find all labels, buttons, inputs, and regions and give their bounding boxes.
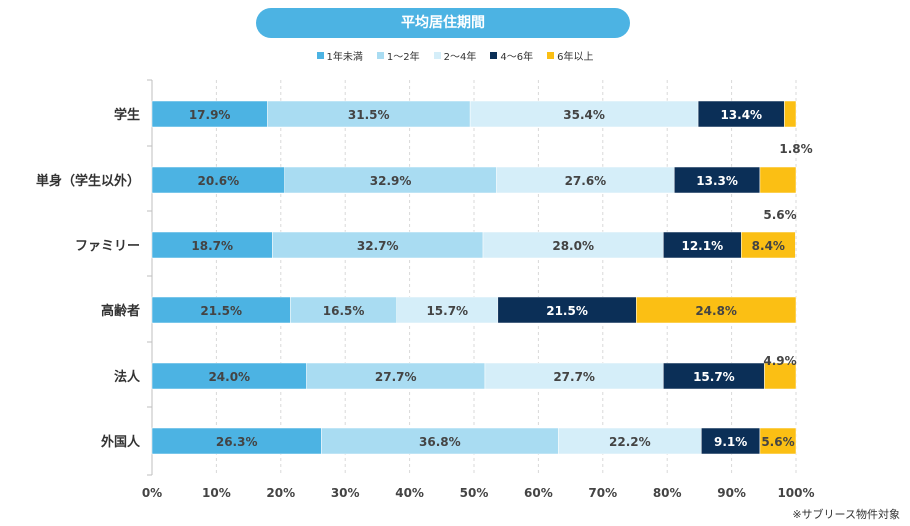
category-label: 学生 (114, 107, 140, 123)
value-label: 32.9% (370, 174, 412, 188)
category-label: 外国人 (100, 434, 141, 450)
value-label: 12.1% (681, 239, 723, 253)
category-label: 法人 (114, 369, 141, 385)
bar-segment (674, 166, 761, 194)
value-label: 16.5% (323, 304, 365, 318)
legend-swatch (490, 52, 498, 59)
category-label: 高齢者 (101, 303, 140, 319)
value-label: 21.5% (200, 304, 242, 318)
chart-title: 平均居住期間 (256, 8, 630, 38)
x-tick-label: 60% (524, 486, 553, 500)
bar-segment (484, 362, 664, 390)
value-label: 1.8% (779, 142, 812, 156)
x-tick-label: 10% (202, 486, 231, 500)
bar-segment (759, 427, 797, 455)
value-label: 27.7% (375, 370, 417, 384)
legend-swatch (376, 52, 384, 59)
value-label: 22.2% (609, 435, 651, 449)
bar-segment (151, 231, 273, 259)
bar-segment (151, 166, 285, 194)
value-label: 17.9% (189, 108, 231, 122)
legend-item: 1年未満 (316, 48, 363, 63)
legend-label: 2～4年 (443, 52, 477, 63)
value-label: 5.6% (761, 435, 794, 449)
bar-segment (701, 427, 761, 455)
legend-label: 1～2年 (386, 52, 420, 63)
bar-segment (267, 100, 471, 128)
value-label: 13.4% (720, 108, 762, 122)
x-tick-label: 90% (717, 486, 746, 500)
value-label: 13.3% (696, 174, 738, 188)
bar-segment (151, 100, 268, 128)
value-label: 24.8% (695, 304, 737, 318)
bar-segment (396, 296, 499, 324)
value-label: 5.6% (763, 208, 796, 222)
x-tick-label: 40% (395, 486, 424, 500)
value-label: 20.6% (198, 174, 240, 188)
legend-label: 4～6年 (500, 52, 534, 63)
value-label: 4.9% (763, 354, 796, 368)
bar-segment (306, 362, 486, 390)
x-tick-label: 80% (653, 486, 682, 500)
value-label: 32.7% (357, 239, 399, 253)
value-label: 27.6% (565, 174, 607, 188)
value-label: 36.8% (419, 435, 461, 449)
bar-segment (284, 166, 497, 194)
legend-swatch (547, 52, 555, 59)
bar-segment (469, 100, 699, 128)
bar-segment (663, 362, 765, 390)
value-label: 21.5% (546, 304, 588, 318)
bar-segment (741, 231, 796, 259)
bar-segment (636, 296, 797, 324)
value-label: 31.5% (348, 108, 390, 122)
bar-segment (663, 231, 742, 259)
x-tick-label: 70% (588, 486, 617, 500)
x-tick-label: 20% (266, 486, 295, 500)
bar-segment (496, 166, 675, 194)
legend-label: 6年以上 (557, 52, 594, 63)
value-label: 9.1% (714, 435, 747, 449)
bar-segment (759, 166, 797, 194)
legend-item: 4～6年 (490, 48, 533, 63)
bar-segment (697, 100, 785, 128)
bar-segment (558, 427, 702, 455)
bar-segment (290, 296, 397, 324)
category-label: ファミリー (75, 239, 140, 254)
value-label: 27.7% (553, 370, 595, 384)
legend-item: 1～2年 (376, 48, 420, 63)
legend-item: 2～4年 (433, 48, 477, 63)
legend: 1年未満 1～2年 2～4年 4～6年 6年以上 (0, 48, 910, 63)
bar-segment (151, 296, 291, 324)
category-label: 単身（学生以外） (36, 173, 140, 189)
legend-item: 6年以上 (547, 48, 593, 63)
x-tick-label: 50% (460, 486, 489, 500)
value-label: 24.0% (208, 370, 250, 384)
bar-segment (764, 362, 797, 390)
value-label: 18.7% (191, 239, 233, 253)
bar-segment (497, 296, 637, 324)
legend-swatch (433, 52, 441, 59)
bar-segment (784, 100, 797, 128)
value-label: 28.0% (552, 239, 594, 253)
value-label: 8.4% (752, 239, 785, 253)
legend-label: 1年未満 (326, 52, 363, 63)
legend-swatch (316, 52, 324, 59)
value-label: 26.3% (216, 435, 258, 449)
value-label: 35.4% (563, 108, 605, 122)
x-tick-label: 100% (777, 486, 814, 500)
value-label: 15.7% (693, 370, 735, 384)
value-label: 15.7% (426, 304, 468, 318)
bar-segment (272, 231, 484, 259)
x-tick-label: 30% (331, 486, 360, 500)
bar-segment (151, 362, 307, 390)
x-tick-label: 0% (142, 486, 162, 500)
bar-segment (482, 231, 664, 259)
footnote: ※サブリース物件対象 (792, 508, 900, 521)
